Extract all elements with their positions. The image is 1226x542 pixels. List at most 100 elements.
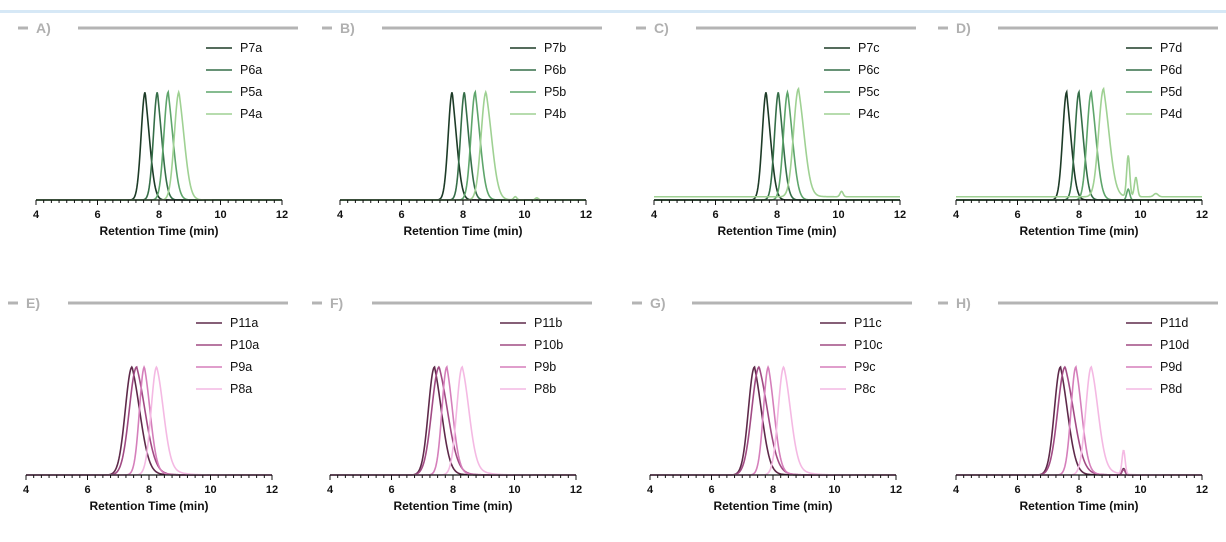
x-tick-label: 12 <box>570 484 582 496</box>
x-tick-label: 12 <box>1196 484 1208 496</box>
x-tick-label: 6 <box>94 209 100 221</box>
x-tick-label: 8 <box>146 484 152 496</box>
legend-label: P6a <box>240 63 262 77</box>
x-axis-title: Retention Time (min) <box>713 499 832 513</box>
legend-label: P8d <box>1160 382 1182 396</box>
x-tick-label: 10 <box>1134 209 1146 221</box>
legend-label: P9a <box>230 360 252 374</box>
chart-panel-f: F) 4 6 8 10 12 Retention Time (min) P11b P10b P9b… <box>312 287 612 537</box>
legend-label: P10b <box>534 338 563 352</box>
x-tick-label: 8 <box>774 209 780 221</box>
legend-label: P7d <box>1160 41 1182 55</box>
legend-label: P6c <box>858 63 880 77</box>
x-tick-label: 10 <box>518 209 530 221</box>
top-divider <box>0 10 1226 13</box>
legend-label: P11c <box>854 316 882 330</box>
x-tick-label: 10 <box>508 484 520 496</box>
legend-label: P10a <box>230 338 259 352</box>
x-tick-label: 4 <box>647 484 654 496</box>
chart-svg-g: G) 4 6 8 10 12 Retention Time (min) P11c P10c P9c… <box>632 295 912 513</box>
legend-label: P10d <box>1160 338 1189 352</box>
chart-panel-g: G) 4 6 8 10 12 Retention Time (min) P11c P10c P9c… <box>632 287 932 537</box>
chart-svg-d: D) 4 6 8 10 12 Retention Time (min) P7d P6d P5d P4… <box>938 20 1218 238</box>
chart-panel-e: E) 4 6 8 10 12 Retention Time (min) P11a P10a P9a… <box>8 287 308 537</box>
x-tick-label: 4 <box>651 209 658 221</box>
x-tick-label: 12 <box>894 209 906 221</box>
legend-label: P10c <box>854 338 883 352</box>
x-tick-label: 6 <box>1014 484 1020 496</box>
x-tick-label: 10 <box>828 484 840 496</box>
legend-label: P7c <box>858 41 880 55</box>
x-axis-title: Retention Time (min) <box>403 224 522 238</box>
series-line-p4d <box>956 86 1202 198</box>
legend-label: P9b <box>534 360 556 374</box>
panel-label: F) <box>330 295 343 311</box>
chart-panel-h: H) 4 6 8 10 12 Retention Time (min) P11d P10d P9d… <box>938 287 1226 537</box>
x-tick-label: 6 <box>708 484 714 496</box>
x-axis-title: Retention Time (min) <box>1019 224 1138 238</box>
x-tick-label: 4 <box>953 484 960 496</box>
legend-label: P9c <box>854 360 876 374</box>
x-tick-label: 10 <box>214 209 226 221</box>
x-tick-label: 10 <box>1134 484 1146 496</box>
x-tick-label: 6 <box>712 209 718 221</box>
panel-label: C) <box>654 20 669 36</box>
legend-label: P11a <box>230 316 258 330</box>
x-tick-label: 6 <box>1014 209 1020 221</box>
legend-label: P8c <box>854 382 876 396</box>
x-tick-label: 4 <box>337 209 344 221</box>
chart-svg-a: A) 4 6 8 10 12 Retention Time (min) P7a P6a P5a P4… <box>18 20 298 238</box>
x-tick-label: 8 <box>460 209 466 221</box>
x-tick-label: 4 <box>953 209 960 221</box>
x-tick-label: 6 <box>388 484 394 496</box>
x-tick-label: 6 <box>398 209 404 221</box>
chart-panel-a: A) 4 6 8 10 12 Retention Time (min) P7a P6a P5a P4… <box>18 12 318 262</box>
legend-label: P5d <box>1160 85 1182 99</box>
legend-label: P5b <box>544 85 566 99</box>
legend-label: P4a <box>240 107 262 121</box>
legend-label: P7a <box>240 41 262 55</box>
x-tick-label: 10 <box>832 209 844 221</box>
x-tick-label: 4 <box>327 484 334 496</box>
x-tick-label: 8 <box>156 209 162 221</box>
x-tick-label: 4 <box>23 484 30 496</box>
legend-label: P8b <box>534 382 556 396</box>
panel-label: D) <box>956 20 971 36</box>
panel-label: E) <box>26 295 40 311</box>
x-tick-label: 4 <box>33 209 40 221</box>
chart-svg-c: C) 4 6 8 10 12 Retention Time (min) P7c P6c P5c P4… <box>636 20 916 238</box>
chart-panel-b: B) 4 6 8 10 12 Retention Time (min) P7b P6b P5b P4… <box>322 12 622 262</box>
legend-label: P4d <box>1160 107 1182 121</box>
legend-label: P6d <box>1160 63 1182 77</box>
x-tick-label: 8 <box>1076 484 1082 496</box>
x-axis-title: Retention Time (min) <box>89 499 208 513</box>
x-tick-label: 6 <box>84 484 90 496</box>
x-axis-title: Retention Time (min) <box>99 224 218 238</box>
chart-panel-d: D) 4 6 8 10 12 Retention Time (min) P7d P6d P5d P4… <box>938 12 1226 262</box>
panel-label: A) <box>36 20 51 36</box>
x-tick-label: 8 <box>770 484 776 496</box>
legend-label: P8a <box>230 382 252 396</box>
panel-label: H) <box>956 295 971 311</box>
x-axis-title: Retention Time (min) <box>1019 499 1138 513</box>
legend-label: P11d <box>1160 316 1188 330</box>
legend-label: P4b <box>544 107 566 121</box>
legend-label: P11b <box>534 316 562 330</box>
chart-svg-e: E) 4 6 8 10 12 Retention Time (min) P11a P10a P9a… <box>8 295 288 513</box>
x-tick-label: 10 <box>204 484 216 496</box>
x-axis-title: Retention Time (min) <box>717 224 836 238</box>
legend-label: P6b <box>544 63 566 77</box>
legend-label: P4c <box>858 107 880 121</box>
x-tick-label: 8 <box>1076 209 1082 221</box>
x-tick-label: 12 <box>890 484 902 496</box>
legend-label: P5a <box>240 85 262 99</box>
chart-panel-c: C) 4 6 8 10 12 Retention Time (min) P7c P6c P5c P4… <box>636 12 936 262</box>
x-tick-label: 12 <box>580 209 592 221</box>
x-tick-label: 12 <box>1196 209 1208 221</box>
chart-svg-h: H) 4 6 8 10 12 Retention Time (min) P11d P10d P9d… <box>938 295 1218 513</box>
series-line-p4c <box>654 86 900 198</box>
panel-label: G) <box>650 295 666 311</box>
x-tick-label: 12 <box>266 484 278 496</box>
x-axis-title: Retention Time (min) <box>393 499 512 513</box>
legend-label: P5c <box>858 85 880 99</box>
